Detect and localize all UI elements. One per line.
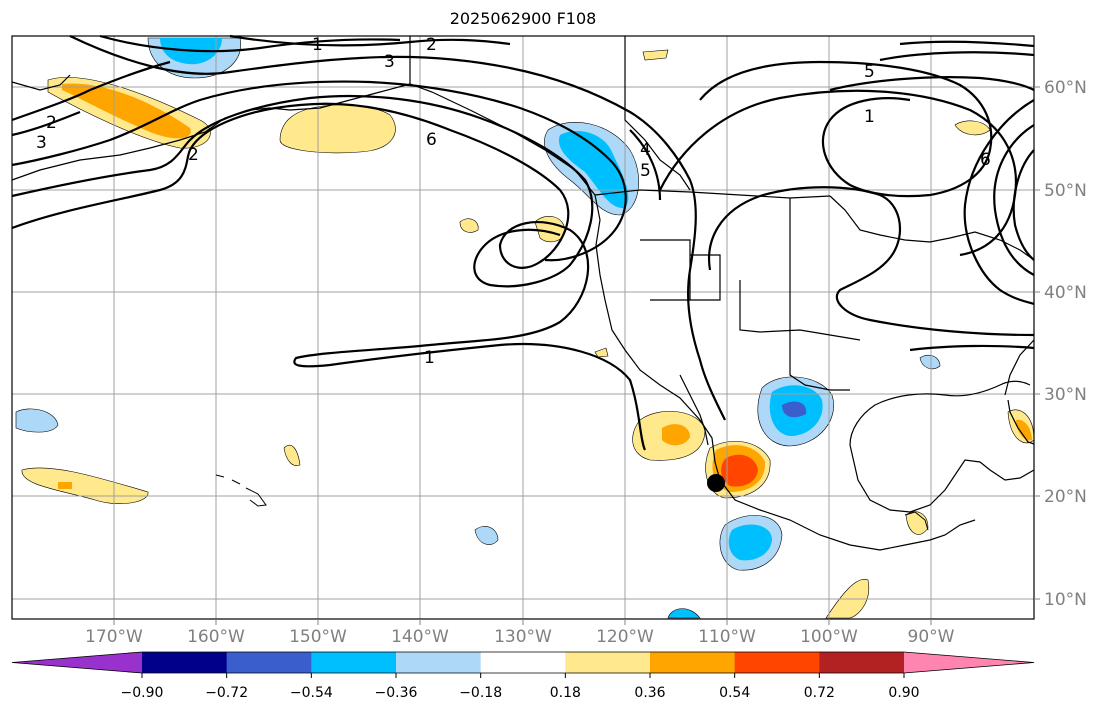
colorbar-segment <box>819 652 905 673</box>
shade-positive-small-1 <box>534 215 566 243</box>
colorbar-extension-low <box>12 652 142 673</box>
contour-label: 6 <box>980 150 991 170</box>
colorbar-tick-label: −0.18 <box>459 685 502 701</box>
shade-positive-goa <box>279 104 396 154</box>
shade-negative-texas-core <box>782 401 807 418</box>
contour-label: 1 <box>424 348 435 368</box>
shade-positive-baja-core <box>662 424 690 446</box>
colorbar-segment <box>565 652 651 673</box>
colorbar-tick-label: 0.90 <box>888 685 919 701</box>
islands <box>215 474 929 531</box>
shade-positive-central-america <box>905 511 929 535</box>
colorbar-extension-high <box>904 652 1034 673</box>
longitude-axis: 170°W 160°W 150°W 140°W 130°W 120°W 110°… <box>85 619 955 647</box>
contour-label: 5 <box>640 161 651 181</box>
shade-positive-hawaii-small <box>283 444 301 466</box>
colorbar-segment <box>734 652 820 673</box>
shade-negative-bc-core <box>558 131 629 209</box>
colorbar: −0.90 −0.72 −0.54 −0.36 −0.18 0.18 0.36 0.54 0.7… <box>11 651 1035 701</box>
height-contours <box>11 34 1035 451</box>
colorbar-tick-label: 0.36 <box>634 685 665 701</box>
colorbar-tick-label: −0.90 <box>121 685 164 701</box>
shade-positive-small-4 <box>954 120 991 136</box>
lat-label: 40°N <box>1044 283 1087 303</box>
colorbar-tick-label: 0.72 <box>804 685 835 701</box>
colorbar-segment <box>480 652 566 673</box>
contour-label: 6 <box>426 130 437 150</box>
colorbar-tick-label: 0.18 <box>550 685 581 701</box>
lon-label: 170°W <box>85 627 143 647</box>
contour-label: 2 <box>426 35 437 55</box>
lon-label: 120°W <box>596 627 654 647</box>
colorbar-segment <box>311 652 397 673</box>
location-marker <box>707 474 725 492</box>
contour-label: 3 <box>384 52 395 72</box>
lon-label: 150°W <box>289 627 347 647</box>
coastlines <box>11 36 1035 551</box>
lat-label: 60°N <box>1044 78 1087 98</box>
lon-label: 90°W <box>908 627 955 647</box>
lon-label: 130°W <box>494 627 552 647</box>
contour-label: 2 <box>188 145 199 165</box>
shade-positive-hawaii-core <box>58 482 72 489</box>
contour-label: 3 <box>36 133 47 153</box>
colorbar-segment <box>650 652 736 673</box>
lon-label: 140°W <box>391 627 449 647</box>
colorbar-tick-label: −0.54 <box>290 685 333 701</box>
lon-label: 160°W <box>187 627 245 647</box>
shade-negative-south-small <box>474 526 499 545</box>
contour-labels: 1 2 3 5 1 6 2 3 4 5 6 1 2 <box>36 35 991 368</box>
shade-negative-gulf-mexico <box>919 354 941 370</box>
contour-label: 2 <box>46 113 57 133</box>
contour-label: 1 <box>864 107 875 127</box>
shade-positive-florida-core <box>1016 419 1032 441</box>
shaded-fields <box>15 37 1035 619</box>
contour-label: 1 <box>312 35 323 55</box>
contour-label: 4 <box>640 140 651 160</box>
colorbar-segment <box>226 652 312 673</box>
lon-label: 110°W <box>698 627 756 647</box>
lon-label: 100°W <box>800 627 858 647</box>
shade-positive-nw-pacific-core <box>62 83 191 139</box>
shade-positive-mexico-core <box>721 454 758 487</box>
colorbar-tick-label: −0.72 <box>205 685 248 701</box>
lat-label: 20°N <box>1044 487 1087 507</box>
colorbar-tick-label: 0.54 <box>719 685 750 701</box>
shade-positive-small-5 <box>594 347 609 358</box>
chart-title: 2025062900 F108 <box>449 9 597 28</box>
colorbar-segment <box>396 652 482 673</box>
colorbar-tick-label: −0.36 <box>375 685 418 701</box>
colorbar-segment <box>142 652 228 673</box>
shade-negative-bottom <box>667 608 701 619</box>
shade-positive-hawaii-band <box>21 467 149 505</box>
shade-negative-offshore-mexico-core <box>728 524 772 561</box>
shade-negative-west-small <box>15 408 59 433</box>
shade-positive-small-2 <box>459 218 479 233</box>
lat-label: 50°N <box>1044 181 1087 201</box>
contour-label: 5 <box>864 62 875 82</box>
latitude-axis: 60°N 50°N 40°N 30°N 20°N 10°N <box>1034 78 1087 610</box>
lat-label: 10°N <box>1044 590 1087 610</box>
lat-label: 30°N <box>1044 385 1087 405</box>
shade-positive-small-3 <box>642 49 669 61</box>
